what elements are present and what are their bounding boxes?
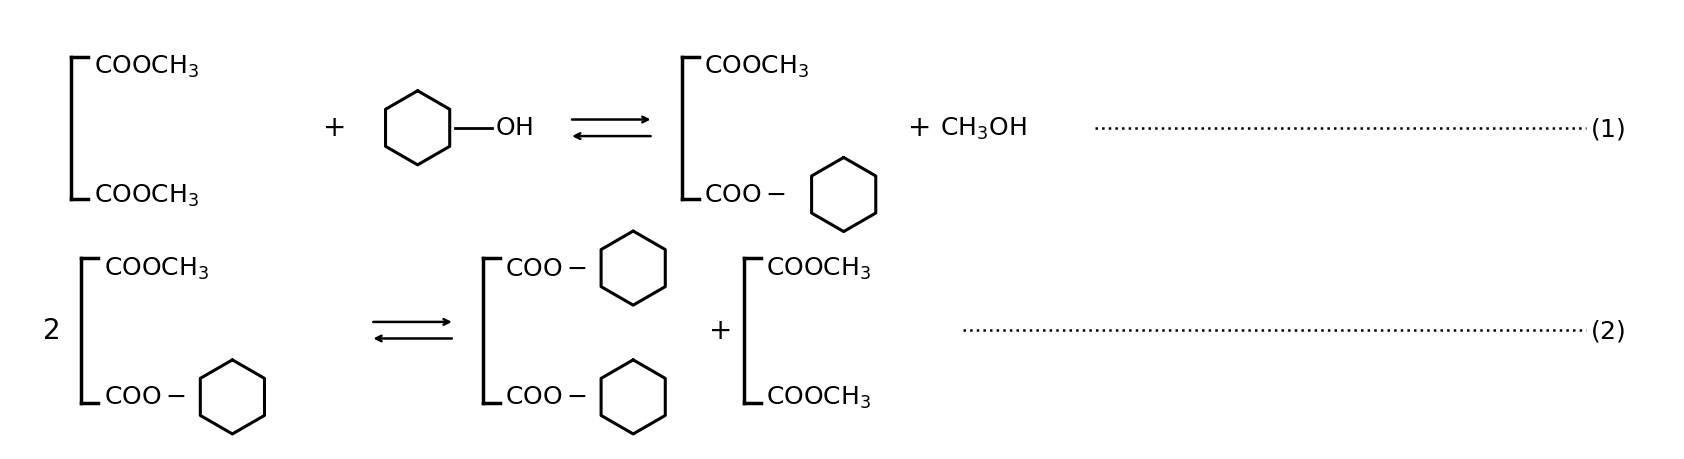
Text: $\mathrm{OH}$: $\mathrm{OH}$ [495,117,534,140]
Text: $\mathrm{COOCH_3}$: $\mathrm{COOCH_3}$ [104,256,209,281]
Text: $2$: $2$ [42,317,59,344]
Text: $\mathrm{COO-}$: $\mathrm{COO-}$ [104,386,187,409]
Text: $\mathrm{COOCH_3}$: $\mathrm{COOCH_3}$ [704,54,808,79]
Text: $\mathrm{COOCH_3}$: $\mathrm{COOCH_3}$ [94,54,199,79]
Text: $+$: $+$ [707,317,731,344]
Text: $\mathrm{COOCH_3}$: $\mathrm{COOCH_3}$ [766,384,871,410]
Text: $+$: $+$ [322,115,345,142]
Text: $\mathrm{COO-}$: $\mathrm{COO-}$ [505,257,588,280]
Text: $(2)$: $(2)$ [1590,318,1625,343]
Text: $\mathrm{COOCH_3}$: $\mathrm{COOCH_3}$ [94,182,199,208]
Text: $\mathrm{COO-}$: $\mathrm{COO-}$ [505,386,588,409]
Text: $\mathrm{COO-}$: $\mathrm{COO-}$ [704,184,786,207]
Text: $(1)$: $(1)$ [1590,116,1625,141]
Text: $+$: $+$ [906,115,930,142]
Text: $\mathrm{CH_3OH}$: $\mathrm{CH_3OH}$ [940,116,1026,141]
Text: $\mathrm{COOCH_3}$: $\mathrm{COOCH_3}$ [766,256,871,281]
